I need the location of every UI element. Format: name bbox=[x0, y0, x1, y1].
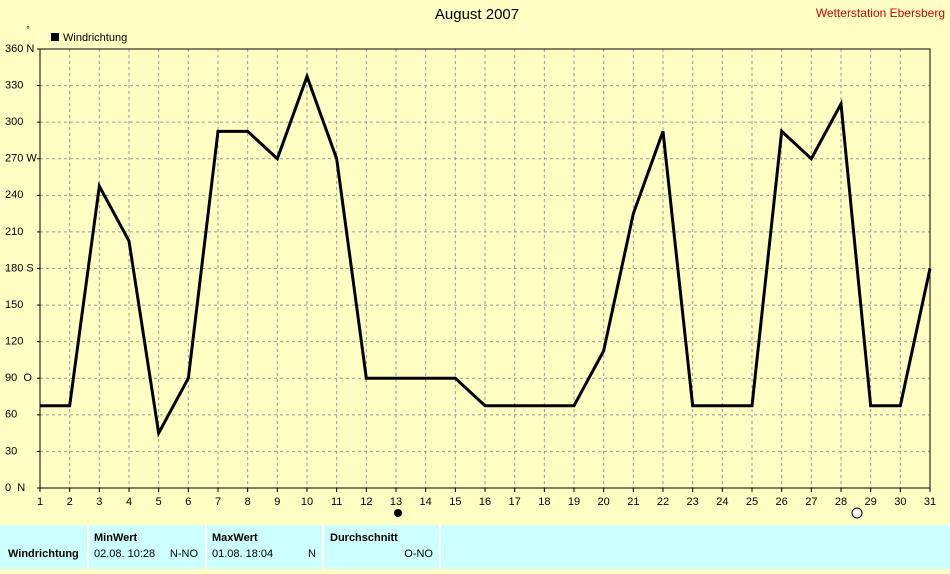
x-tick-label: 31 bbox=[924, 496, 936, 508]
x-tick-label: 18 bbox=[538, 496, 550, 508]
legend-label: Windrichtung bbox=[63, 32, 127, 44]
x-tick-label: 13 bbox=[390, 496, 402, 508]
y-tick-label: 270 W bbox=[5, 153, 37, 165]
x-tick-label: 19 bbox=[568, 496, 580, 508]
y-tick-label: 300 bbox=[5, 116, 23, 128]
x-tick-label: 8 bbox=[245, 496, 251, 508]
y-tick-label: 0 N bbox=[5, 482, 25, 494]
y-tick-label: 240 bbox=[5, 189, 23, 201]
y-tick-label: 30 bbox=[5, 445, 17, 457]
series-line bbox=[40, 72, 932, 438]
moon-new bbox=[394, 509, 402, 517]
x-tick-label: 28 bbox=[835, 496, 847, 508]
x-tick-label: 21 bbox=[627, 496, 639, 508]
x-tick-label: 1 bbox=[37, 496, 43, 508]
col-header: MinWert bbox=[94, 532, 138, 544]
cell: 01.08. 18:04 bbox=[212, 548, 273, 560]
x-tick-label: 25 bbox=[746, 496, 758, 508]
row-label: Windrichtung bbox=[8, 548, 79, 560]
unit: ° bbox=[26, 24, 30, 34]
x-tick-label: 11 bbox=[331, 496, 342, 508]
x-tick-label: 3 bbox=[96, 496, 102, 508]
x-tick-label: 14 bbox=[420, 496, 432, 508]
y-tick-label: 330 bbox=[5, 79, 23, 91]
cell: N bbox=[308, 548, 316, 560]
x-tick-label: 10 bbox=[301, 496, 313, 508]
x-tick-label: 4 bbox=[126, 496, 132, 508]
x-tick-label: 17 bbox=[509, 496, 521, 508]
col-header: Durchschnitt bbox=[330, 532, 398, 544]
x-tick-label: 5 bbox=[156, 496, 162, 508]
x-tick-label: 30 bbox=[894, 496, 906, 508]
x-tick-label: 12 bbox=[360, 496, 372, 508]
x-tick-label: 24 bbox=[716, 496, 728, 508]
x-tick-label: 15 bbox=[449, 496, 461, 508]
y-tick-label: 90 O bbox=[5, 372, 32, 384]
col-header: MaxWert bbox=[212, 532, 258, 544]
x-tick-label: 7 bbox=[215, 496, 221, 508]
y-tick-label: 150 bbox=[5, 299, 23, 311]
chart-title: August 2007 bbox=[435, 6, 519, 23]
x-tick-label: 9 bbox=[274, 496, 280, 508]
y-tick-label: 120 bbox=[5, 336, 23, 348]
cell: 02.08. 10:28 bbox=[94, 548, 155, 560]
x-tick-label: 29 bbox=[865, 496, 877, 508]
x-tick-label: 27 bbox=[805, 496, 817, 508]
y-tick-label: 360 N bbox=[5, 43, 34, 55]
y-tick-label: 180 S bbox=[5, 262, 34, 274]
x-tick-label: 6 bbox=[185, 496, 191, 508]
y-tick-label: 60 bbox=[5, 409, 17, 421]
cell: O-NO bbox=[404, 548, 433, 560]
stats-table bbox=[0, 525, 950, 569]
x-tick-label: 2 bbox=[67, 496, 73, 508]
moon-full bbox=[851, 507, 863, 519]
cell: N-NO bbox=[170, 548, 199, 560]
x-tick-label: 23 bbox=[687, 496, 699, 508]
y-tick-label: 210 bbox=[5, 226, 23, 238]
x-tick-label: 26 bbox=[776, 496, 788, 508]
x-tick-label: 22 bbox=[657, 496, 669, 508]
legend-swatch bbox=[51, 33, 59, 41]
x-tick-label: 20 bbox=[598, 496, 610, 508]
x-tick-label: 16 bbox=[479, 496, 491, 508]
source: Wetterstation Ebersberg bbox=[816, 6, 945, 20]
